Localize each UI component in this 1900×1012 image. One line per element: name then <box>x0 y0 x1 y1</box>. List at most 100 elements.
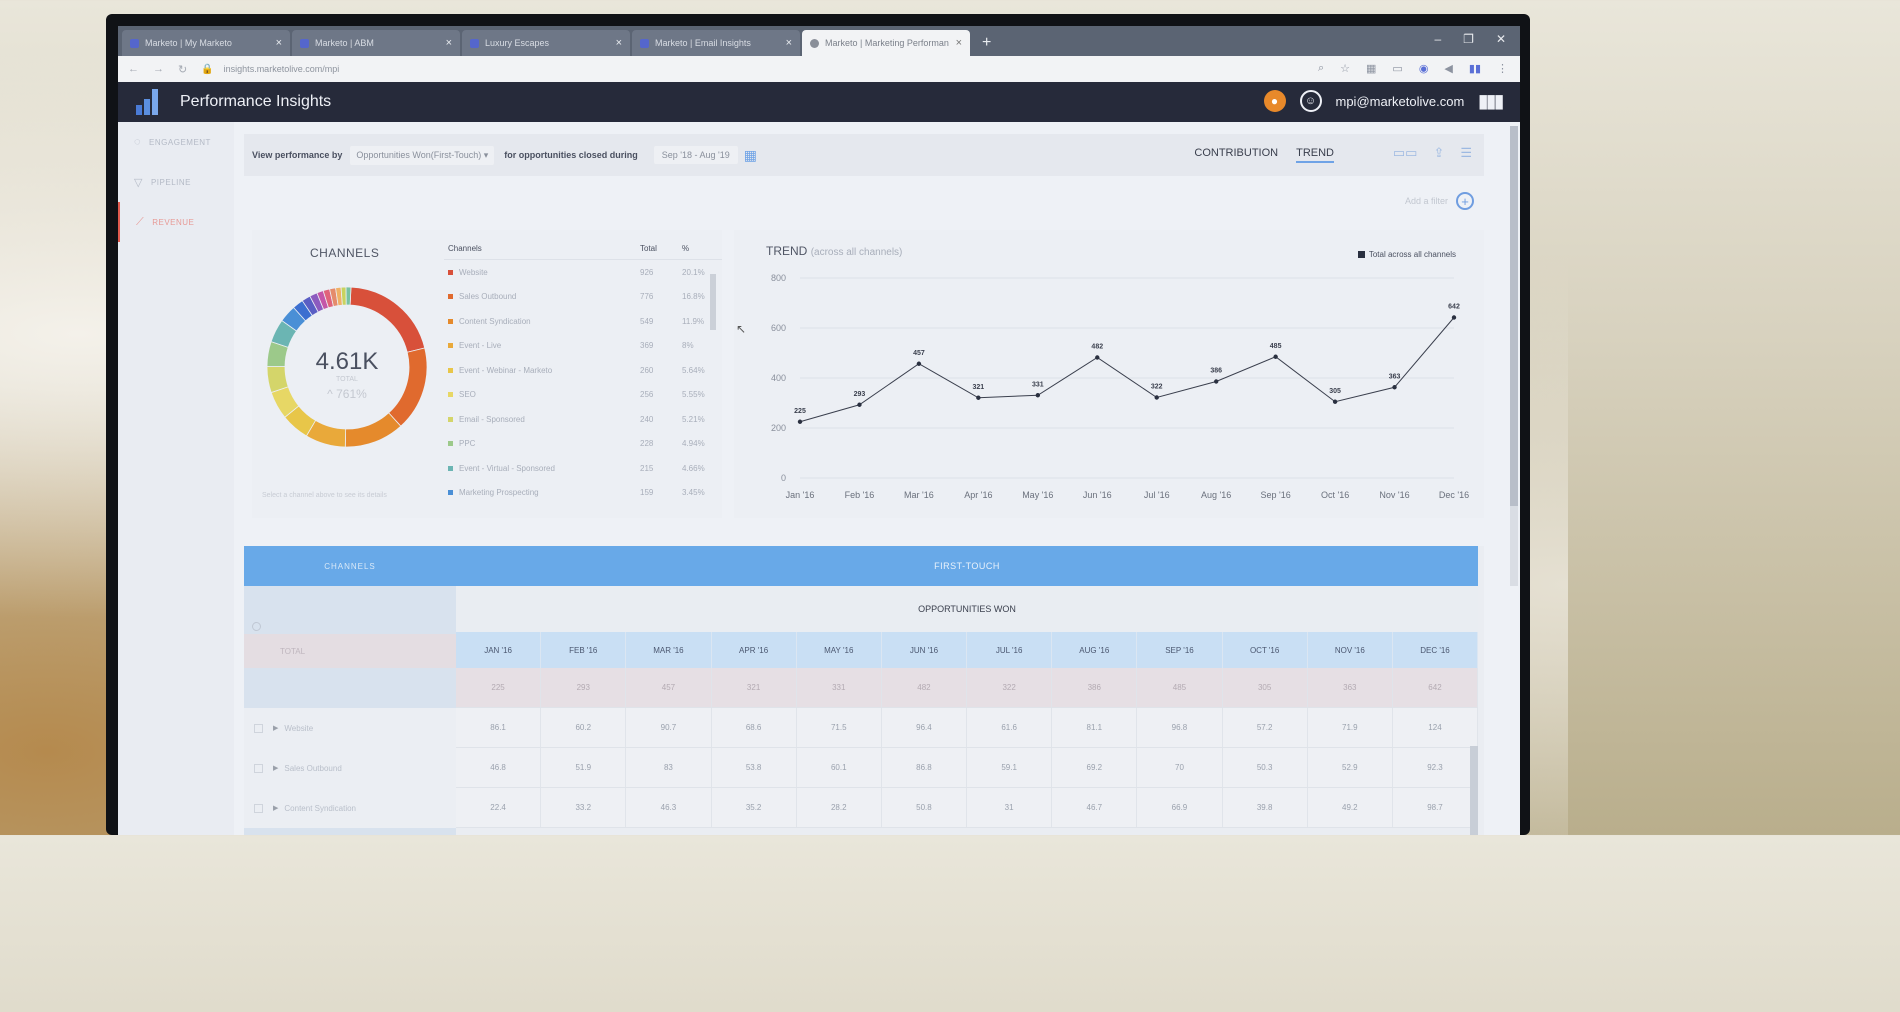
channels-scrollbar[interactable] <box>710 264 716 494</box>
tab-close-icon[interactable]: × <box>785 37 792 49</box>
grid-cell: 70 <box>1137 748 1223 787</box>
data-point[interactable] <box>1213 379 1219 384</box>
row-checkbox[interactable] <box>254 763 263 773</box>
extension-icon[interactable]: ◀ <box>1444 63 1453 75</box>
donut-slice[interactable] <box>345 286 352 306</box>
reload-icon[interactable]: ↻ <box>178 63 188 76</box>
grid-month-header[interactable]: JAN '16 <box>456 632 542 668</box>
add-filter[interactable]: Add a filter + <box>1405 192 1474 210</box>
share-icon[interactable]: ⇪ <box>1433 145 1445 160</box>
tab-close-icon[interactable]: × <box>275 37 282 49</box>
data-point[interactable] <box>1035 393 1041 398</box>
tab-contribution[interactable]: CONTRIBUTION <box>1194 147 1279 159</box>
data-point[interactable] <box>1451 315 1457 320</box>
donut-slice[interactable] <box>349 286 426 353</box>
browser-menu-icon[interactable]: ⋮ <box>1497 63 1508 75</box>
date-range-field[interactable]: Sep '18 - Aug '19 <box>653 146 738 164</box>
data-point[interactable] <box>1392 385 1397 390</box>
grid-row-label[interactable]: ▶ Content Syndication <box>244 788 456 828</box>
grid-cell: 49.2 <box>1308 788 1393 827</box>
donut-slice[interactable] <box>344 412 402 448</box>
tab-close-icon[interactable]: × <box>955 37 962 49</box>
grid-month-header[interactable]: AUG '16 <box>1052 632 1138 668</box>
user-email[interactable]: mpi@marketolive.com <box>1335 93 1465 109</box>
channel-row[interactable]: Event - Virtual - Sponsored 215 4.66% <box>444 456 722 481</box>
grid-month-header[interactable]: NOV '16 <box>1308 632 1393 668</box>
expand-arrow-icon[interactable]: ▶ <box>273 765 279 772</box>
extension-icon[interactable]: ▭ <box>1392 63 1403 75</box>
browser-tab[interactable]: Marketo | ABM × <box>292 30 460 56</box>
grid-month-header[interactable]: OCT '16 <box>1223 632 1308 668</box>
channel-row[interactable]: Marketing Prospecting 159 3.45% <box>444 481 722 506</box>
zoom-icon[interactable]: ⌕ <box>1317 62 1325 74</box>
nav-item-revenue[interactable]: ⟋ REVENUE <box>118 202 234 242</box>
grid-month-header[interactable]: APR '16 <box>712 632 797 668</box>
grid-row-label[interactable]: ▶ Sales Outbound <box>244 748 456 788</box>
grid-scrollbar[interactable] <box>1470 746 1478 835</box>
grid-month-header[interactable]: MAY '16 <box>797 632 882 668</box>
grid-month-header[interactable]: JUL '16 <box>967 632 1053 668</box>
grid-row-label[interactable]: ▶ Website <box>244 708 456 748</box>
data-point[interactable] <box>1095 355 1100 360</box>
channel-row[interactable]: Event - Webinar - Marketo 260 5.64% <box>444 358 722 383</box>
data-point[interactable] <box>1332 399 1338 404</box>
data-point[interactable] <box>916 361 922 366</box>
donut-svg <box>266 286 428 448</box>
forward-icon[interactable]: → <box>153 63 164 75</box>
nav-item-pipeline[interactable]: ▽ PIPELINE <box>118 162 234 202</box>
page-scroll-thumb[interactable] <box>1510 126 1518 506</box>
grid-month-header[interactable]: DEC '16 <box>1393 632 1479 668</box>
extension-icon[interactable]: ◉ <box>1418 63 1429 75</box>
expand-arrow-icon[interactable]: ▶ <box>273 805 279 812</box>
tab-close-icon[interactable]: × <box>615 37 622 49</box>
browser-tab[interactable]: Marketo | Email Insights × <box>632 30 800 56</box>
row-checkbox[interactable] <box>254 723 263 733</box>
channel-row[interactable]: Content Syndication 549 11.9% <box>444 309 722 334</box>
row-checkbox[interactable] <box>254 803 263 813</box>
url-field[interactable]: insights.marketolive.com/mpi <box>223 64 340 74</box>
extension-icon[interactable]: ▦ <box>1366 63 1377 75</box>
channel-row[interactable]: Event - Live 369 8% <box>444 334 722 359</box>
data-point[interactable] <box>1154 395 1159 400</box>
tab-close-icon[interactable]: × <box>445 37 452 49</box>
data-point[interactable] <box>976 395 981 400</box>
restore-icon[interactable]: ❐ <box>1463 32 1474 46</box>
expand-arrow-icon[interactable]: ▶ <box>273 725 279 732</box>
scroll-thumb[interactable] <box>710 274 716 330</box>
channel-row[interactable]: Website 926 20.1% <box>444 260 722 285</box>
select-all-checkbox[interactable] <box>252 622 261 631</box>
nav-item-engagement[interactable]: ◌ ENGAGEMENT <box>118 122 234 162</box>
data-point[interactable] <box>857 402 862 407</box>
grid-month-header[interactable]: SEP '16 <box>1137 632 1223 668</box>
channel-row[interactable]: SEO 256 5.55% <box>444 383 722 408</box>
calendar-icon[interactable]: ▦ <box>743 146 758 163</box>
back-icon[interactable]: ← <box>128 63 139 75</box>
browser-tab[interactable]: Marketo | My Marketo × <box>122 30 290 56</box>
data-point[interactable] <box>1273 354 1278 359</box>
close-window-icon[interactable]: ✕ <box>1495 32 1506 46</box>
add-circle-icon[interactable]: + <box>1456 192 1474 210</box>
page-scrollbar[interactable] <box>1510 126 1518 586</box>
view-by-dropdown[interactable]: Opportunities Won(First-Touch) ▾ <box>350 145 495 165</box>
browser-tab[interactable]: Marketo | Marketing Performan × <box>802 30 970 56</box>
grid-month-header[interactable]: MAR '16 <box>626 632 712 668</box>
marketo-extension-icon[interactable]: ▮▮ <box>1468 63 1481 75</box>
trend-legend[interactable]: Total across all channels <box>1357 250 1456 259</box>
minimize-icon[interactable]: – <box>1434 32 1442 46</box>
channel-row[interactable]: Email - Sponsored 240 5.21% <box>444 407 722 432</box>
table-view-icon[interactable]: ▭▭ <box>1392 145 1418 160</box>
grid-month-header[interactable]: FEB '16 <box>541 632 627 668</box>
channel-color-swatch <box>448 392 453 398</box>
channel-row[interactable]: PPC 228 4.94% <box>444 432 722 457</box>
browser-tab[interactable]: Luxury Escapes × <box>462 30 630 56</box>
data-point[interactable] <box>797 419 803 424</box>
settings-sliders-icon[interactable]: ☰ <box>1460 145 1472 160</box>
notification-bell-icon[interactable]: ● <box>1263 90 1286 112</box>
bookmark-star-icon[interactable]: ☆ <box>1340 63 1350 75</box>
tab-trend[interactable]: TREND <box>1296 147 1334 163</box>
new-tab-button[interactable]: + <box>982 34 992 51</box>
channel-row[interactable]: Sales Outbound 776 16.8% <box>444 285 722 310</box>
grid-month-header[interactable]: JUN '16 <box>882 632 968 668</box>
user-avatar-icon[interactable]: ☺ <box>1299 90 1322 112</box>
donut-slice[interactable] <box>340 286 347 306</box>
